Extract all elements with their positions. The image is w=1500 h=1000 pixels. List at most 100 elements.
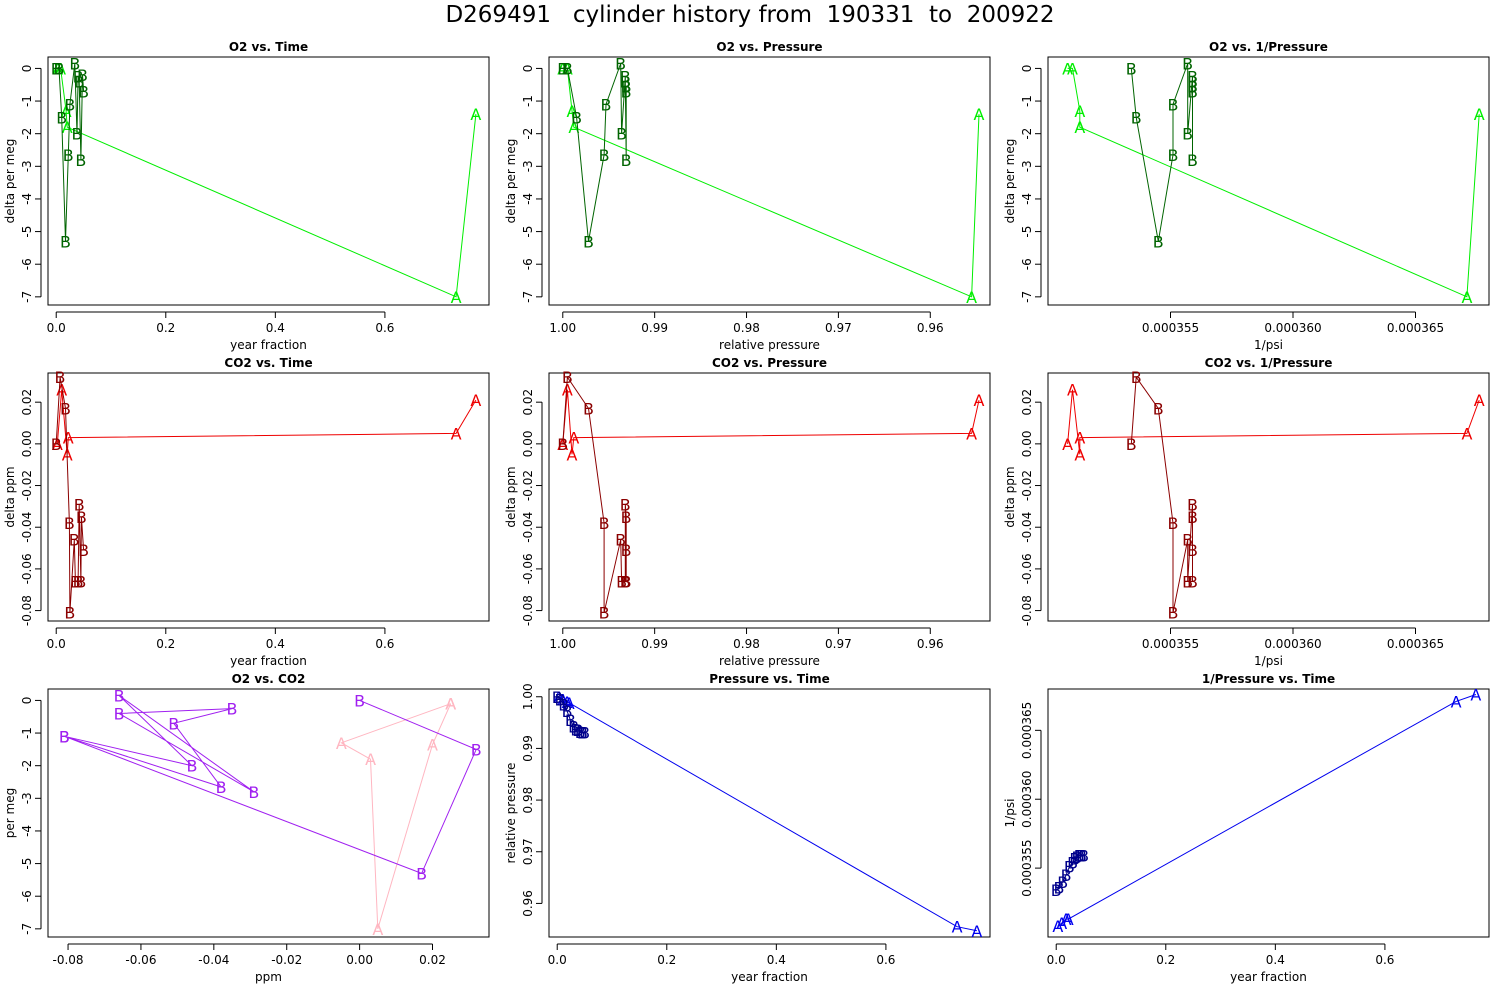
data-point-B: B <box>78 82 89 101</box>
x-tick-label: -0.08 <box>53 953 84 967</box>
data-point-B: B <box>1074 847 1085 866</box>
data-point-B: B <box>72 125 83 144</box>
data-point-A: A <box>1062 435 1073 454</box>
data-point-A: A <box>966 288 977 307</box>
data-point-B: B <box>60 399 71 418</box>
y-axis-label: delta ppm <box>1003 466 1017 527</box>
data-point-A: A <box>1451 692 1462 711</box>
x-tick-label: 0.97 <box>825 637 852 651</box>
y-tick-label: -4 <box>20 825 34 837</box>
data-point-B: B <box>1187 151 1198 170</box>
y-tick-label: -0.06 <box>521 553 535 584</box>
y-tick-label: -0.08 <box>521 595 535 626</box>
data-point-B: B <box>571 108 582 127</box>
data-point-B: B <box>1053 878 1064 897</box>
data-point-A: A <box>568 118 579 137</box>
data-point-B: B <box>59 727 70 746</box>
plot-frame <box>548 688 991 938</box>
x-tick-label: 0.0 <box>47 321 66 335</box>
data-point-B: B <box>599 604 610 623</box>
data-point-A: A <box>971 922 982 941</box>
data-point-A: A <box>470 391 481 410</box>
data-point-A: A <box>1061 910 1072 929</box>
data-point-B: B <box>1187 82 1198 101</box>
data-point-A: A <box>365 750 376 769</box>
y-tick-label: -7 <box>20 291 34 303</box>
x-tick-label: 0.0 <box>47 637 66 651</box>
x-axis-label: 1/psi <box>1254 338 1283 352</box>
y-tick-label: -0.04 <box>521 512 535 543</box>
x-tick-label: -0.02 <box>271 953 302 967</box>
data-point-A: A <box>1052 917 1063 936</box>
y-tick-label: 0.000355 <box>1020 839 1034 896</box>
plot-frame <box>1047 688 1490 938</box>
x-tick-label: -0.04 <box>198 953 229 967</box>
x-tick-label: 0.4 <box>266 637 285 651</box>
chart-co2-inv-pressure: CO2 vs. 1/Pressure 0.000355 0.000360 0.0003… <box>1003 356 1490 668</box>
x-tick-label: 0.0 <box>1047 953 1066 967</box>
y-axis-label: delta per meg <box>3 139 17 224</box>
figure-title: D269491 cylinder history from 190331 to … <box>445 2 1055 28</box>
y-axis-label: delta per meg <box>504 139 518 224</box>
y-tick-label: -6 <box>20 890 34 902</box>
x-tick-label: 0.2 <box>1156 953 1175 967</box>
y-tick-label: -2 <box>20 128 34 140</box>
x-tick-label: 0.6 <box>375 321 394 335</box>
x-tick-label: 0.6 <box>375 637 394 651</box>
data-point-B: B <box>583 232 594 251</box>
chart-o2-inv-pressure: O2 vs. 1/Pressure 0.000355 0.000360 0.00036… <box>1003 40 1490 352</box>
x-tick-label: 0.4 <box>767 953 786 967</box>
y-tick-label: -3 <box>20 160 34 172</box>
y-tick-label: -3 <box>20 792 34 804</box>
y-tick-label: -5 <box>20 858 34 870</box>
x-axis-label: 1/psi <box>1254 654 1283 668</box>
chart-title: CO2 vs. 1/Pressure <box>1205 356 1333 370</box>
y-tick-label: -2 <box>1020 128 1034 140</box>
data-point-B: B <box>70 572 81 591</box>
data-point-A: A <box>557 59 568 78</box>
data-point-B: B <box>557 59 568 78</box>
data-point-A: A <box>427 735 438 754</box>
y-tick-label: 0.96 <box>521 890 535 917</box>
series-line-B <box>64 695 477 875</box>
data-point-A: A <box>1074 429 1085 448</box>
data-point-B: B <box>78 541 89 560</box>
x-tick-label: 0.97 <box>825 321 852 335</box>
y-tick-label: 0.02 <box>1020 389 1034 416</box>
data-point-A: A <box>55 59 66 78</box>
data-point-B: B <box>1072 848 1083 867</box>
data-point-B: B <box>620 68 631 87</box>
data-point-B: B <box>73 572 84 591</box>
x-tick-label: 0.4 <box>266 321 285 335</box>
y-tick-label: -4 <box>1020 193 1034 205</box>
y-tick-label: -6 <box>20 258 34 270</box>
y-tick-label: 0.02 <box>521 389 535 416</box>
data-point-B: B <box>562 368 573 387</box>
data-point-B: B <box>1167 95 1178 114</box>
data-point-B: B <box>621 508 632 527</box>
y-tick-label: -1 <box>1020 95 1034 107</box>
series-line-A <box>1067 67 1480 298</box>
data-point-A: A <box>564 694 575 713</box>
chart-title: O2 vs. Pressure <box>716 40 822 54</box>
x-tick-label: 0.2 <box>156 637 175 651</box>
data-point-B: B <box>1167 146 1178 165</box>
y-tick-label: -0.02 <box>1020 470 1034 501</box>
y-tick-label: -6 <box>1020 258 1034 270</box>
data-point-B: B <box>51 435 62 454</box>
x-tick-label: 0.000360 <box>1264 637 1321 651</box>
y-axis-label: relative pressure <box>504 763 518 864</box>
x-tick-label: 0.96 <box>917 321 944 335</box>
x-tick-label: 1.00 <box>549 637 576 651</box>
data-point-B: B <box>1187 77 1198 96</box>
data-point-A: A <box>1474 391 1485 410</box>
data-point-B: B <box>600 95 611 114</box>
y-tick-label: -7 <box>521 291 535 303</box>
x-tick-label: 0.99 <box>641 637 668 651</box>
plot-frame <box>548 372 991 622</box>
y-tick-label: 1.00 <box>521 683 535 710</box>
data-point-A: A <box>1474 105 1485 124</box>
data-point-B: B <box>1057 873 1068 892</box>
data-point-B: B <box>1126 59 1137 78</box>
data-point-A: A <box>562 381 573 400</box>
